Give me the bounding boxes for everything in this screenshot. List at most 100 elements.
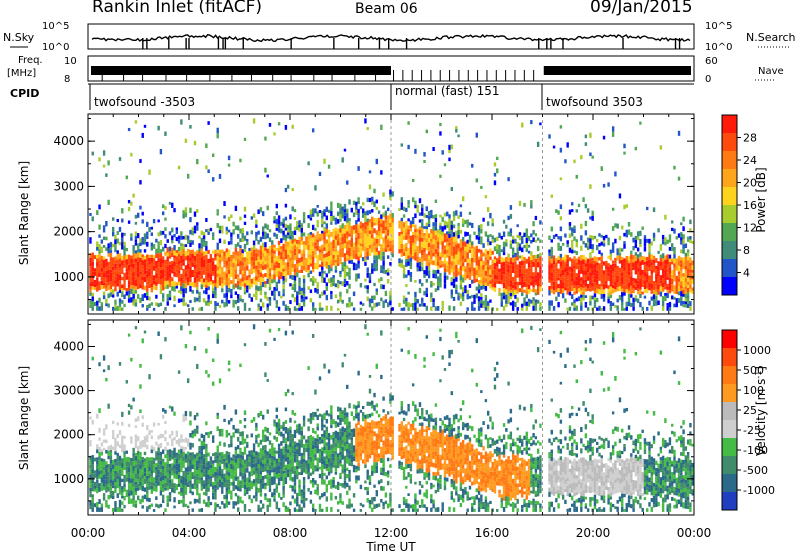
power-cell xyxy=(427,237,431,243)
power-cell xyxy=(623,204,626,210)
power-cell xyxy=(457,254,460,260)
velocity-cell xyxy=(121,472,124,477)
power-cell xyxy=(593,297,597,301)
power-cell xyxy=(589,280,592,285)
power-cell xyxy=(436,269,440,274)
power-cell xyxy=(168,277,172,282)
velocity-cell xyxy=(198,468,201,473)
power-cell xyxy=(566,142,569,148)
power-cell xyxy=(450,186,453,192)
power-cell xyxy=(357,228,360,233)
power-cell xyxy=(302,241,306,245)
power-cell xyxy=(636,271,640,276)
power-cell xyxy=(523,257,526,261)
velocity-cell xyxy=(105,449,108,454)
power-cell xyxy=(118,306,122,311)
power-cell xyxy=(196,297,199,302)
velocity-cell xyxy=(139,481,142,486)
power-cell xyxy=(689,279,692,285)
velocity-cell xyxy=(232,481,235,487)
power-cell xyxy=(123,232,126,236)
power-cell xyxy=(489,265,492,270)
power-cell xyxy=(568,225,572,231)
power-cell xyxy=(636,280,640,284)
velocity-cell xyxy=(111,434,115,440)
power-cell xyxy=(582,240,585,245)
power-cell xyxy=(593,261,597,265)
power-cell xyxy=(248,254,251,260)
power-cell xyxy=(532,261,535,267)
power-cell xyxy=(268,286,272,291)
velocity-cell xyxy=(146,472,149,476)
power-cell xyxy=(589,235,592,239)
power-cell xyxy=(89,262,92,267)
velocity-cell xyxy=(236,479,240,483)
power-cell xyxy=(314,235,317,239)
power-cell xyxy=(673,296,676,300)
velocity-cell xyxy=(118,503,122,508)
power-cell xyxy=(659,291,663,297)
power-cell xyxy=(525,258,528,264)
power-cell xyxy=(668,258,672,262)
velocity-cell xyxy=(134,326,138,330)
velocity-cell xyxy=(146,425,149,431)
power-cell xyxy=(296,243,299,247)
power-cell xyxy=(571,285,574,292)
power-cell xyxy=(602,279,606,285)
power-cell xyxy=(207,169,210,174)
power-cell xyxy=(511,305,515,311)
power-cell xyxy=(266,174,269,178)
velocity-cell xyxy=(184,475,188,479)
power-cell xyxy=(611,278,615,282)
velocity-cell xyxy=(98,462,101,467)
power-cell xyxy=(661,234,665,240)
power-cell xyxy=(182,268,185,275)
power-cell xyxy=(139,271,142,275)
power-cell xyxy=(673,285,676,290)
power-cell xyxy=(343,233,347,239)
velocity-cell xyxy=(196,491,199,496)
power-cell xyxy=(650,241,653,246)
power-cell xyxy=(518,281,522,286)
power-cell xyxy=(630,281,633,286)
velocity-cell xyxy=(168,492,172,496)
power-cell xyxy=(184,273,188,277)
power-cell xyxy=(527,301,531,307)
nsky-label: N.Sky xyxy=(3,31,35,44)
power-cell xyxy=(475,248,478,253)
power-cell xyxy=(584,295,588,299)
power-cell xyxy=(682,280,685,284)
power-cell xyxy=(536,281,540,287)
velocity-cell xyxy=(100,506,104,512)
power-cell xyxy=(146,281,149,285)
power-cell xyxy=(625,274,628,279)
power-cell xyxy=(664,274,667,278)
cpid-row: CPID twofsound -3503 normal (fast) 151 t… xyxy=(10,83,694,110)
velocity-cell xyxy=(239,471,242,477)
power-cell xyxy=(293,241,297,246)
power-cell xyxy=(477,280,481,285)
power-cell xyxy=(102,291,106,296)
power-cell xyxy=(307,261,310,265)
power-cell xyxy=(364,236,367,242)
velocity-cell xyxy=(216,475,219,479)
power-cell xyxy=(366,296,369,302)
power-cell xyxy=(275,281,279,285)
velocity-cell xyxy=(205,370,208,374)
power-cell xyxy=(218,263,222,269)
velocity-cell xyxy=(109,444,113,450)
power-cell xyxy=(116,305,119,311)
power-cell xyxy=(598,305,601,311)
colorbar-tick-label: 8 xyxy=(743,244,750,257)
velocity-cell xyxy=(132,453,135,456)
velocity-cell xyxy=(91,419,94,425)
velocity-cell xyxy=(205,443,208,449)
velocity-cell xyxy=(223,454,226,459)
power-cell xyxy=(161,281,165,287)
power-cell xyxy=(600,234,603,238)
power-cell xyxy=(116,218,119,223)
velocity-cell xyxy=(236,445,240,450)
power-cell xyxy=(398,263,401,267)
power-cell xyxy=(416,299,419,304)
power-cell xyxy=(139,262,142,268)
